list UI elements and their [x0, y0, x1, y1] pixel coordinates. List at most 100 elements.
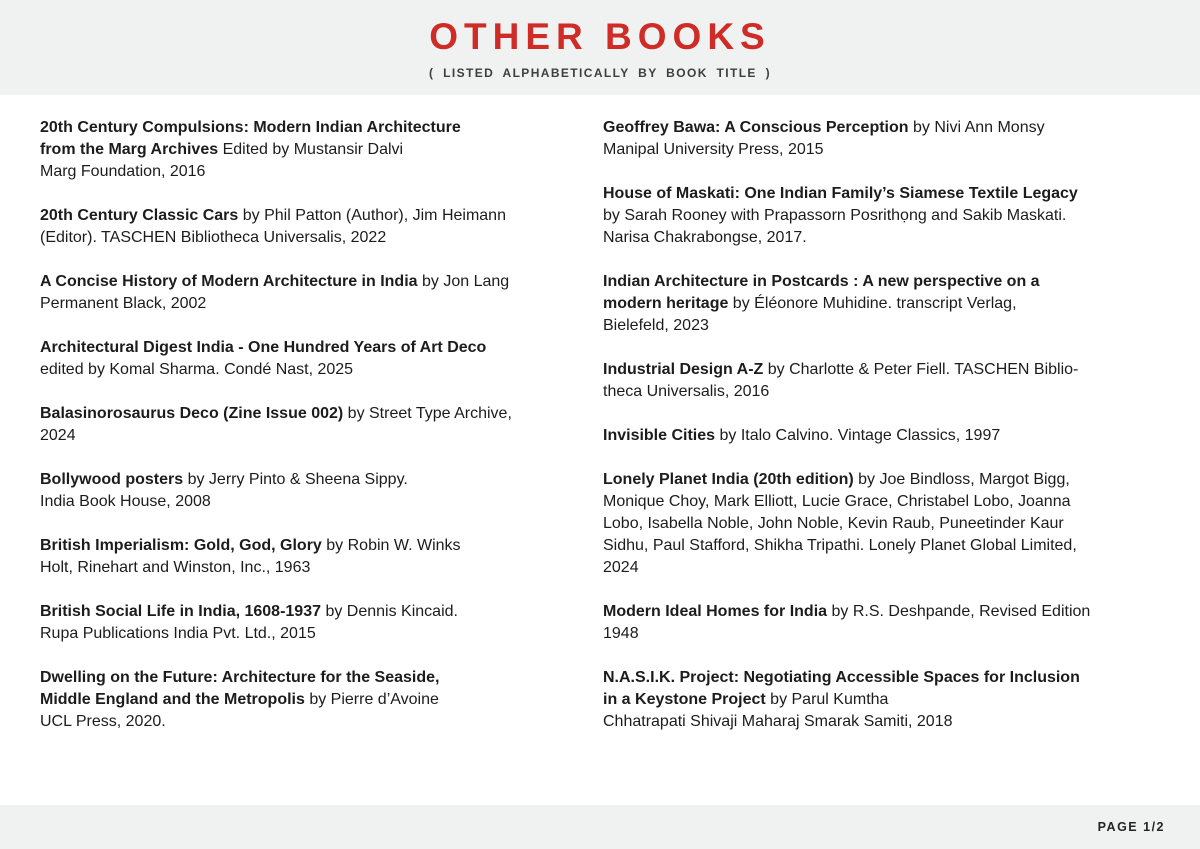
book-entry-line: Narisa Chakrabongse, 2017.	[603, 227, 1160, 249]
book-entry: Geoffrey Bawa: A Conscious Perception by…	[603, 117, 1160, 161]
book-entry-line: House of Maskati: One Indian Family’s Si…	[603, 183, 1160, 205]
book-entry-line: Indian Architecture in Postcards : A new…	[603, 271, 1160, 293]
book-detail-text: (Editor). TASCHEN Bibliotheca Universali…	[40, 229, 387, 246]
book-entry-line: N.A.S.I.K. Project: Negotiating Accessib…	[603, 667, 1160, 689]
book-entry-line: Middle England and the Metropolis by Pie…	[40, 689, 575, 711]
book-detail-text: Marg Foundation, 2016	[40, 163, 206, 180]
book-entry-line: (Editor). TASCHEN Bibliotheca Universali…	[40, 227, 575, 249]
book-entry-line: Permanent Black, 2002	[40, 293, 575, 315]
book-title-text: 20th Century Compulsions: Modern Indian …	[40, 119, 461, 136]
book-detail-text: by Phil Patton (Author), Jim Heimann	[238, 207, 506, 224]
book-detail-text: 2024	[40, 427, 76, 444]
book-entry-line: British Imperialism: Gold, God, Glory by…	[40, 535, 575, 557]
book-detail-text: by Dennis Kincaid.	[321, 603, 458, 620]
book-detail-text: Sidhu, Paul Stafford, Shikha Tripathi. L…	[603, 537, 1077, 554]
book-title-text: N.A.S.I.K. Project: Negotiating Accessib…	[603, 669, 1080, 686]
page-subtitle: ( LISTED ALPHABETICALLY BY BOOK TITLE )	[429, 65, 771, 80]
book-detail-text: Rupa Publications India Pvt. Ltd., 2015	[40, 625, 316, 642]
book-title-text: modern heritage	[603, 295, 729, 312]
book-entry-line: Architectural Digest India - One Hundred…	[40, 337, 575, 359]
book-title-text: Architectural Digest India - One Hundred…	[40, 339, 487, 356]
book-detail-text: India Book House, 2008	[40, 493, 211, 510]
book-entry-line: Dwelling on the Future: Architecture for…	[40, 667, 575, 689]
book-entry-line: Rupa Publications India Pvt. Ltd., 2015	[40, 623, 575, 645]
book-detail-text: Narisa Chakrabongse, 2017.	[603, 229, 807, 246]
book-title-text: Modern Ideal Homes for India	[603, 603, 828, 620]
book-entry-line: Manipal University Press, 2015	[603, 139, 1160, 161]
book-title-text: Invisible Cities	[603, 427, 716, 444]
book-detail-text: by Italo Calvino. Vintage Classics, 1997	[715, 427, 1001, 444]
book-entry-line: British Social Life in India, 1608-1937 …	[40, 601, 575, 623]
book-title-text: Indian Architecture in Postcards : A new…	[603, 273, 1040, 290]
book-title-text: A Concise History of Modern Architecture…	[40, 273, 418, 290]
book-entry-line: Holt, Rinehart and Winston, Inc., 1963	[40, 557, 575, 579]
book-detail-text: Chhatrapati Shivaji Maharaj Smarak Samit…	[603, 713, 953, 730]
book-entry: 20th Century Compulsions: Modern Indian …	[40, 117, 575, 183]
book-entry: British Social Life in India, 1608-1937 …	[40, 601, 575, 645]
book-entry-line: edited by Komal Sharma. Condé Nast, 2025	[40, 359, 575, 381]
book-title-text: Dwelling on the Future: Architecture for…	[40, 669, 440, 686]
book-entry-line: in a Keystone Project by Parul Kumtha	[603, 689, 1160, 711]
book-detail-text: Bielefeld, 2023	[603, 317, 709, 334]
book-title-text: Lonely Planet India (20th edition)	[603, 471, 854, 488]
book-title-text: in a Keystone Project	[603, 691, 766, 708]
book-entry-line: Lonely Planet India (20th edition) by Jo…	[603, 469, 1160, 491]
book-entry-line: Invisible Cities by Italo Calvino. Vinta…	[603, 425, 1160, 447]
book-detail-text: by Sarah Rooney with Prapassorn Posrithọ…	[603, 207, 1067, 224]
book-column-right: Geoffrey Bawa: A Conscious Perception by…	[603, 117, 1160, 755]
book-title-text: from the Marg Archives	[40, 141, 219, 158]
page-footer: PAGE 1/2	[0, 805, 1200, 849]
book-entry: N.A.S.I.K. Project: Negotiating Accessib…	[603, 667, 1160, 733]
book-detail-text: by Éléonore Muhidine. transcript Verlag,	[728, 295, 1017, 312]
book-entry: Architectural Digest India - One Hundred…	[40, 337, 575, 381]
book-entry: House of Maskati: One Indian Family’s Si…	[603, 183, 1160, 249]
book-entry: Industrial Design A-Z by Charlotte & Pet…	[603, 359, 1160, 403]
book-entry-line: 2024	[603, 557, 1160, 579]
book-detail-text: Edited by Mustansir Dalvi	[218, 141, 404, 158]
book-entry-line: modern heritage by Éléonore Muhidine. tr…	[603, 293, 1160, 315]
book-title-text: House of Maskati: One Indian Family’s Si…	[603, 185, 1078, 202]
book-entry-line: from the Marg Archives Edited by Mustans…	[40, 139, 575, 161]
book-entry-line: 1948	[603, 623, 1160, 645]
book-entry-line: UCL Press, 2020.	[40, 711, 575, 733]
book-title-text: British Social Life in India, 1608-1937	[40, 603, 321, 620]
book-detail-text: UCL Press, 2020.	[40, 713, 166, 730]
book-detail-text: theca Universalis, 2016	[603, 383, 770, 400]
book-detail-text: by Parul Kumtha	[765, 691, 889, 708]
book-column-left: 20th Century Compulsions: Modern Indian …	[40, 117, 575, 755]
book-entry-line: Bollywood posters by Jerry Pinto & Sheen…	[40, 469, 575, 491]
book-entry: Bollywood posters by Jerry Pinto & Sheen…	[40, 469, 575, 513]
book-entry: British Imperialism: Gold, God, Glory by…	[40, 535, 575, 579]
book-entry: Balasinorosaurus Deco (Zine Issue 002) b…	[40, 403, 575, 447]
book-entry-line: 20th Century Classic Cars by Phil Patton…	[40, 205, 575, 227]
book-entry-line: Geoffrey Bawa: A Conscious Perception by…	[603, 117, 1160, 139]
page-number: PAGE 1/2	[1097, 820, 1165, 834]
book-detail-text: Manipal University Press, 2015	[603, 141, 824, 158]
book-entry-line: Industrial Design A-Z by Charlotte & Pet…	[603, 359, 1160, 381]
book-detail-text: Holt, Rinehart and Winston, Inc., 1963	[40, 559, 311, 576]
book-title-text: Middle England and the Metropolis	[40, 691, 305, 708]
book-entry: 20th Century Classic Cars by Phil Patton…	[40, 205, 575, 249]
book-title-text: Balasinorosaurus Deco (Zine Issue 002)	[40, 405, 344, 422]
book-detail-text: by Robin W. Winks	[321, 537, 461, 554]
book-entry: Dwelling on the Future: Architecture for…	[40, 667, 575, 733]
book-entry-line: Sidhu, Paul Stafford, Shikha Tripathi. L…	[603, 535, 1160, 557]
book-entry-line: Monique Choy, Mark Elliott, Lucie Grace,…	[603, 491, 1160, 513]
book-entry-line: Modern Ideal Homes for India by R.S. Des…	[603, 601, 1160, 623]
book-title-text: Industrial Design A-Z	[603, 361, 764, 378]
book-detail-text: by R.S. Deshpande, Revised Edition	[827, 603, 1091, 620]
book-title-text: Bollywood posters	[40, 471, 184, 488]
book-detail-text: by Jon Lang	[417, 273, 510, 290]
book-detail-text: by Street Type Archive,	[343, 405, 512, 422]
book-entry-line: 2024	[40, 425, 575, 447]
page-header: OTHER BOOKS ( LISTED ALPHABETICALLY BY B…	[0, 0, 1200, 95]
book-title-text: Geoffrey Bawa: A Conscious Perception	[603, 119, 909, 136]
book-title-text: 20th Century Classic Cars	[40, 207, 239, 224]
page-title: OTHER BOOKS	[429, 15, 771, 57]
book-entry: Lonely Planet India (20th edition) by Jo…	[603, 469, 1160, 579]
book-entry-line: theca Universalis, 2016	[603, 381, 1160, 403]
book-entry-line: Marg Foundation, 2016	[40, 161, 575, 183]
book-entry: A Concise History of Modern Architecture…	[40, 271, 575, 315]
book-detail-text: by Nivi Ann Monsy	[908, 119, 1045, 136]
book-entry: Indian Architecture in Postcards : A new…	[603, 271, 1160, 337]
